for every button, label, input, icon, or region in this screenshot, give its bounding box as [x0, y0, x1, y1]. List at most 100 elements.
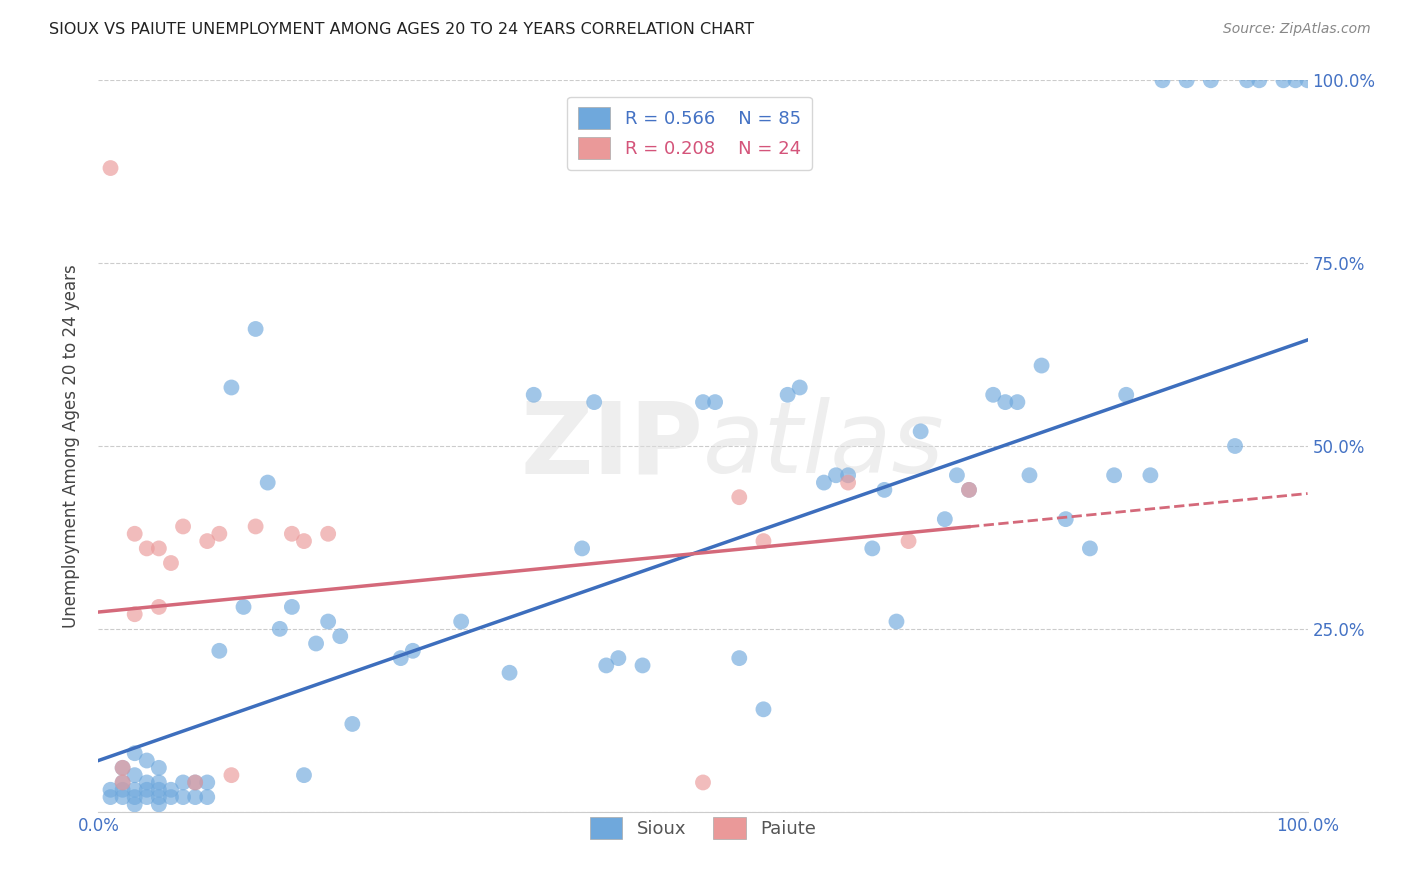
Point — [728, 651, 751, 665]
Point — [873, 483, 896, 497]
Point — [1018, 468, 1040, 483]
Point — [402, 644, 425, 658]
Point — [124, 790, 146, 805]
Point — [825, 468, 848, 483]
Point — [172, 775, 194, 789]
Point — [1175, 73, 1198, 87]
Point — [111, 775, 134, 789]
Point — [860, 541, 883, 556]
Point — [1236, 73, 1258, 87]
Point — [571, 541, 593, 556]
Point — [232, 599, 254, 614]
Point — [1031, 359, 1053, 373]
Point — [994, 395, 1017, 409]
Point — [316, 526, 339, 541]
Point — [124, 526, 146, 541]
Point — [946, 468, 969, 483]
Point — [172, 519, 194, 533]
Point — [135, 754, 157, 768]
Point — [160, 782, 183, 797]
Point — [329, 629, 352, 643]
Point — [148, 782, 170, 797]
Point — [910, 425, 932, 439]
Point — [111, 761, 134, 775]
Point — [184, 775, 207, 789]
Point — [752, 534, 775, 549]
Point — [292, 534, 315, 549]
Point — [124, 607, 146, 622]
Text: ZIP: ZIP — [520, 398, 703, 494]
Point — [498, 665, 520, 680]
Point — [281, 526, 304, 541]
Point — [305, 636, 328, 650]
Point — [595, 658, 617, 673]
Text: atlas: atlas — [703, 398, 945, 494]
Point — [148, 541, 170, 556]
Point — [148, 790, 170, 805]
Point — [728, 490, 751, 504]
Point — [1054, 512, 1077, 526]
Point — [135, 775, 157, 789]
Point — [148, 761, 170, 775]
Text: Source: ZipAtlas.com: Source: ZipAtlas.com — [1223, 22, 1371, 37]
Point — [111, 775, 134, 789]
Point — [607, 651, 630, 665]
Point — [1007, 395, 1029, 409]
Legend: Sioux, Paiute: Sioux, Paiute — [582, 810, 824, 847]
Point — [245, 519, 267, 533]
Point — [813, 475, 835, 490]
Point — [316, 615, 339, 629]
Point — [256, 475, 278, 490]
Point — [208, 526, 231, 541]
Point — [934, 512, 956, 526]
Point — [100, 790, 122, 805]
Point — [886, 615, 908, 629]
Point — [957, 483, 980, 497]
Point — [342, 717, 364, 731]
Point — [100, 161, 122, 175]
Point — [135, 782, 157, 797]
Point — [1078, 541, 1101, 556]
Point — [195, 790, 218, 805]
Point — [897, 534, 920, 549]
Point — [160, 790, 183, 805]
Point — [124, 746, 146, 760]
Point — [221, 768, 243, 782]
Point — [111, 790, 134, 805]
Point — [981, 388, 1004, 402]
Point — [692, 395, 714, 409]
Point — [1223, 439, 1246, 453]
Point — [957, 483, 980, 497]
Point — [1102, 468, 1125, 483]
Point — [704, 395, 727, 409]
Point — [195, 775, 218, 789]
Point — [1152, 73, 1174, 87]
Point — [148, 775, 170, 789]
Point — [245, 322, 267, 336]
Point — [789, 380, 811, 394]
Point — [172, 790, 194, 805]
Point — [1115, 388, 1137, 402]
Point — [837, 468, 859, 483]
Point — [389, 651, 412, 665]
Text: SIOUX VS PAIUTE UNEMPLOYMENT AMONG AGES 20 TO 24 YEARS CORRELATION CHART: SIOUX VS PAIUTE UNEMPLOYMENT AMONG AGES … — [49, 22, 755, 37]
Point — [523, 388, 546, 402]
Point — [776, 388, 799, 402]
Point — [135, 541, 157, 556]
Point — [111, 761, 134, 775]
Point — [1249, 73, 1271, 87]
Point — [1199, 73, 1222, 87]
Point — [269, 622, 291, 636]
Point — [124, 797, 146, 812]
Point — [148, 599, 170, 614]
Point — [837, 475, 859, 490]
Point — [135, 790, 157, 805]
Point — [208, 644, 231, 658]
Point — [583, 395, 606, 409]
Point — [160, 556, 183, 570]
Point — [148, 797, 170, 812]
Point — [124, 768, 146, 782]
Point — [292, 768, 315, 782]
Point — [450, 615, 472, 629]
Point — [1296, 73, 1319, 87]
